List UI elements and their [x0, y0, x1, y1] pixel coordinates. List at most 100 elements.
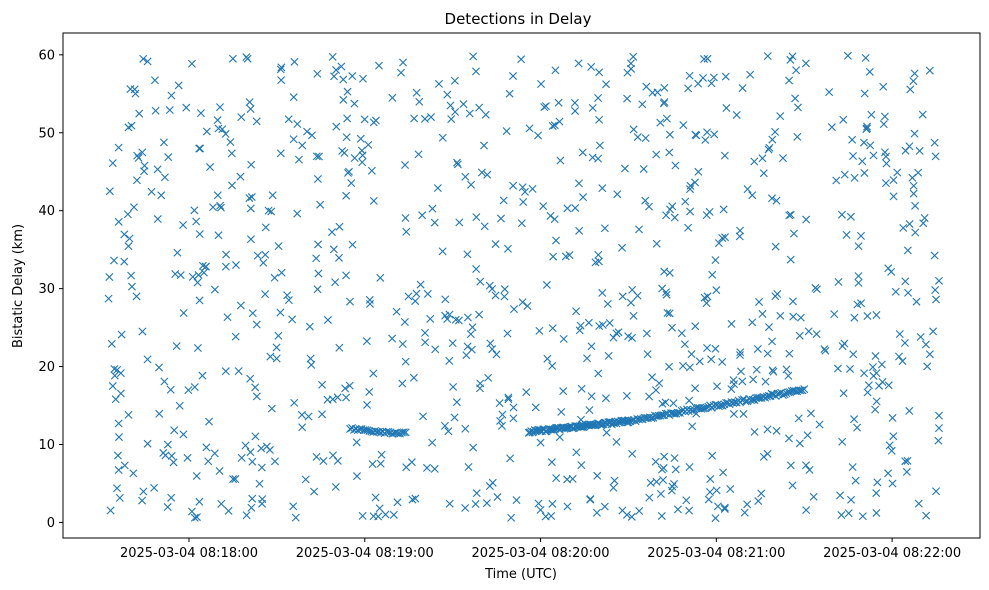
data-point	[884, 381, 893, 390]
data-point	[736, 351, 745, 360]
data-point	[805, 465, 814, 474]
data-point	[464, 463, 473, 471]
data-point	[671, 161, 680, 170]
data-point	[451, 107, 460, 116]
data-point	[138, 327, 147, 336]
data-point	[443, 90, 452, 99]
data-point	[172, 342, 181, 351]
data-point	[786, 255, 795, 264]
data-point	[618, 506, 627, 515]
data-point	[860, 89, 869, 98]
data-point	[554, 98, 563, 107]
data-point	[213, 116, 222, 125]
data-point	[216, 103, 224, 112]
data-point	[825, 88, 834, 97]
data-point	[678, 361, 687, 370]
data-point	[628, 449, 637, 458]
data-point	[713, 502, 722, 511]
data-point	[579, 193, 588, 202]
data-point	[236, 172, 245, 181]
data-point	[776, 112, 785, 121]
data-point	[245, 98, 254, 107]
data-point	[252, 117, 261, 126]
data-point	[763, 425, 772, 434]
data-point	[754, 497, 763, 506]
data-point	[193, 344, 202, 353]
data-point	[577, 384, 586, 393]
data-point	[491, 291, 500, 300]
data-point	[421, 338, 430, 347]
data-point	[914, 499, 923, 508]
data-point	[849, 152, 858, 160]
data-point	[563, 204, 572, 213]
data-point	[812, 330, 821, 339]
data-point	[548, 324, 557, 333]
data-point	[667, 486, 676, 495]
data-point	[743, 500, 752, 509]
data-point	[806, 409, 815, 418]
data-point	[846, 364, 854, 373]
data-point	[290, 398, 299, 407]
data-point	[670, 454, 679, 463]
data-point	[539, 202, 548, 211]
data-point	[748, 318, 757, 327]
data-point	[531, 403, 540, 412]
data-point	[110, 256, 119, 265]
data-point	[376, 459, 385, 468]
data-point	[662, 290, 671, 299]
data-point	[702, 211, 711, 220]
data-point	[377, 450, 386, 459]
data-point	[360, 115, 369, 124]
data-point	[419, 412, 428, 421]
data-point	[546, 211, 555, 220]
data-point	[381, 510, 390, 519]
data-point	[872, 397, 881, 406]
data-point	[692, 131, 701, 140]
data-point	[323, 315, 332, 324]
data-point	[357, 146, 366, 155]
data-point	[333, 456, 342, 465]
data-point	[850, 313, 859, 322]
data-point	[709, 73, 718, 82]
data-point	[801, 59, 810, 68]
data-point	[290, 57, 299, 66]
data-point	[910, 129, 919, 138]
data-point	[563, 475, 572, 484]
data-point	[284, 115, 293, 124]
data-point	[398, 339, 407, 348]
data-point	[934, 276, 943, 285]
data-point	[612, 437, 621, 446]
data-point	[901, 277, 910, 286]
data-point	[849, 350, 858, 359]
data-point	[313, 69, 322, 78]
data-point	[840, 170, 849, 179]
data-point	[463, 250, 472, 259]
data-point	[179, 221, 188, 229]
data-point	[215, 466, 224, 475]
data-point	[261, 223, 270, 232]
data-point	[584, 318, 593, 327]
data-point	[721, 233, 730, 242]
data-point	[447, 115, 456, 124]
data-point	[120, 257, 129, 266]
data-point	[342, 271, 351, 280]
data-point	[695, 357, 704, 366]
data-point	[402, 227, 411, 236]
data-point	[209, 203, 218, 212]
data-point	[347, 179, 356, 188]
data-point	[369, 196, 378, 205]
data-point	[909, 181, 918, 190]
data-point	[312, 452, 321, 461]
data-point	[594, 257, 603, 266]
x-axis: 2025-03-04 08:18:00 2025-03-04 08:19:00 20…	[120, 538, 961, 561]
data-point	[206, 163, 214, 172]
data-point	[645, 493, 654, 502]
data-point	[196, 109, 205, 118]
data-point	[221, 262, 230, 271]
data-point	[622, 391, 631, 400]
data-point	[680, 340, 689, 349]
data-point	[398, 379, 407, 388]
data-point	[893, 168, 902, 177]
data-point	[861, 53, 870, 62]
data-point	[889, 192, 898, 201]
